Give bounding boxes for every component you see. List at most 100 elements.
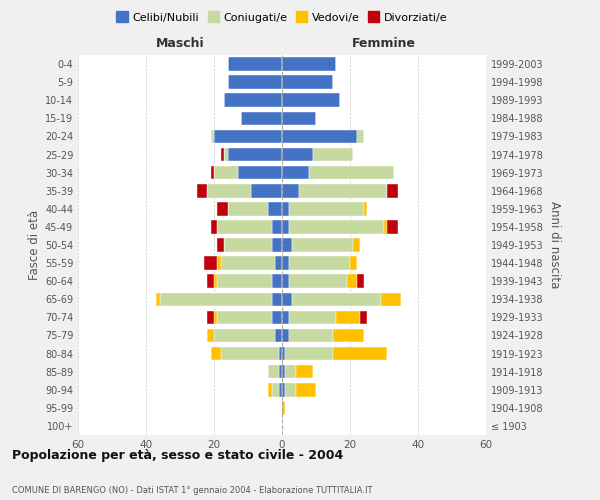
Bar bbox=[282, 202, 289, 215]
Bar bbox=[289, 328, 333, 342]
Bar bbox=[272, 220, 282, 234]
Y-axis label: Fasce di età: Fasce di età bbox=[28, 210, 41, 280]
Bar bbox=[278, 365, 282, 378]
Bar bbox=[289, 256, 350, 270]
Bar bbox=[272, 292, 282, 306]
Bar bbox=[296, 383, 316, 396]
Bar bbox=[211, 347, 221, 360]
Bar bbox=[289, 220, 384, 234]
Bar bbox=[282, 383, 286, 396]
Bar bbox=[227, 148, 282, 162]
Bar bbox=[289, 202, 364, 215]
Bar bbox=[207, 184, 251, 198]
Bar bbox=[289, 274, 347, 288]
Bar bbox=[282, 328, 289, 342]
Bar bbox=[360, 310, 367, 324]
Bar bbox=[275, 256, 282, 270]
Bar bbox=[388, 184, 398, 198]
Bar bbox=[221, 148, 224, 162]
Bar bbox=[207, 310, 214, 324]
Bar bbox=[211, 130, 214, 143]
Bar bbox=[204, 256, 217, 270]
Bar bbox=[384, 220, 388, 234]
Bar bbox=[278, 383, 282, 396]
Bar bbox=[214, 328, 275, 342]
Bar bbox=[207, 328, 214, 342]
Y-axis label: Anni di nascita: Anni di nascita bbox=[548, 202, 561, 288]
Bar bbox=[292, 292, 380, 306]
Bar bbox=[224, 94, 282, 107]
Bar bbox=[272, 274, 282, 288]
Bar bbox=[221, 347, 278, 360]
Bar bbox=[282, 292, 292, 306]
Bar bbox=[309, 166, 394, 179]
Bar bbox=[214, 274, 217, 288]
Bar bbox=[268, 365, 278, 378]
Text: Maschi: Maschi bbox=[155, 36, 205, 50]
Bar bbox=[333, 328, 364, 342]
Bar bbox=[282, 58, 337, 71]
Bar bbox=[217, 274, 272, 288]
Bar bbox=[227, 58, 282, 71]
Bar bbox=[282, 220, 289, 234]
Bar bbox=[353, 238, 360, 252]
Bar bbox=[238, 166, 282, 179]
Bar bbox=[380, 292, 401, 306]
Bar bbox=[282, 310, 289, 324]
Bar bbox=[278, 347, 282, 360]
Bar bbox=[227, 76, 282, 89]
Bar bbox=[272, 238, 282, 252]
Bar bbox=[292, 238, 353, 252]
Bar bbox=[217, 202, 227, 215]
Bar bbox=[272, 310, 282, 324]
Bar bbox=[282, 94, 340, 107]
Legend: Celibi/Nubili, Coniugati/e, Vedovi/e, Divorziati/e: Celibi/Nubili, Coniugati/e, Vedovi/e, Di… bbox=[112, 8, 452, 28]
Bar bbox=[313, 148, 353, 162]
Text: Popolazione per età, sesso e stato civile - 2004: Popolazione per età, sesso e stato civil… bbox=[12, 450, 343, 462]
Bar bbox=[350, 256, 357, 270]
Bar bbox=[275, 328, 282, 342]
Bar bbox=[357, 274, 364, 288]
Bar bbox=[282, 76, 333, 89]
Bar bbox=[217, 238, 224, 252]
Bar bbox=[211, 166, 214, 179]
Bar bbox=[282, 238, 292, 252]
Bar bbox=[227, 202, 268, 215]
Text: COMUNE DI BARENGO (NO) - Dati ISTAT 1° gennaio 2004 - Elaborazione TUTTITALIA.IT: COMUNE DI BARENGO (NO) - Dati ISTAT 1° g… bbox=[12, 486, 373, 495]
Bar bbox=[282, 184, 299, 198]
Bar bbox=[286, 383, 296, 396]
Bar bbox=[282, 347, 286, 360]
Bar bbox=[364, 202, 367, 215]
Bar bbox=[282, 166, 309, 179]
Bar bbox=[214, 130, 282, 143]
Bar bbox=[296, 365, 313, 378]
Bar bbox=[224, 148, 227, 162]
Bar bbox=[197, 184, 207, 198]
Bar bbox=[282, 401, 286, 414]
Bar bbox=[156, 292, 160, 306]
Bar bbox=[214, 166, 238, 179]
Bar bbox=[160, 292, 272, 306]
Bar bbox=[333, 347, 388, 360]
Bar bbox=[221, 256, 275, 270]
Bar bbox=[388, 220, 398, 234]
Bar bbox=[289, 310, 337, 324]
Bar bbox=[282, 148, 313, 162]
Text: Femmine: Femmine bbox=[352, 36, 416, 50]
Bar bbox=[347, 274, 357, 288]
Bar bbox=[217, 256, 221, 270]
Bar bbox=[272, 383, 278, 396]
Bar bbox=[211, 220, 217, 234]
Bar bbox=[217, 220, 272, 234]
Bar bbox=[268, 383, 272, 396]
Bar bbox=[299, 184, 388, 198]
Bar bbox=[224, 238, 272, 252]
Bar bbox=[207, 274, 214, 288]
Bar bbox=[286, 365, 296, 378]
Bar bbox=[357, 130, 364, 143]
Bar bbox=[282, 130, 357, 143]
Bar bbox=[214, 310, 217, 324]
Bar bbox=[251, 184, 282, 198]
Bar bbox=[217, 310, 272, 324]
Bar bbox=[282, 274, 289, 288]
